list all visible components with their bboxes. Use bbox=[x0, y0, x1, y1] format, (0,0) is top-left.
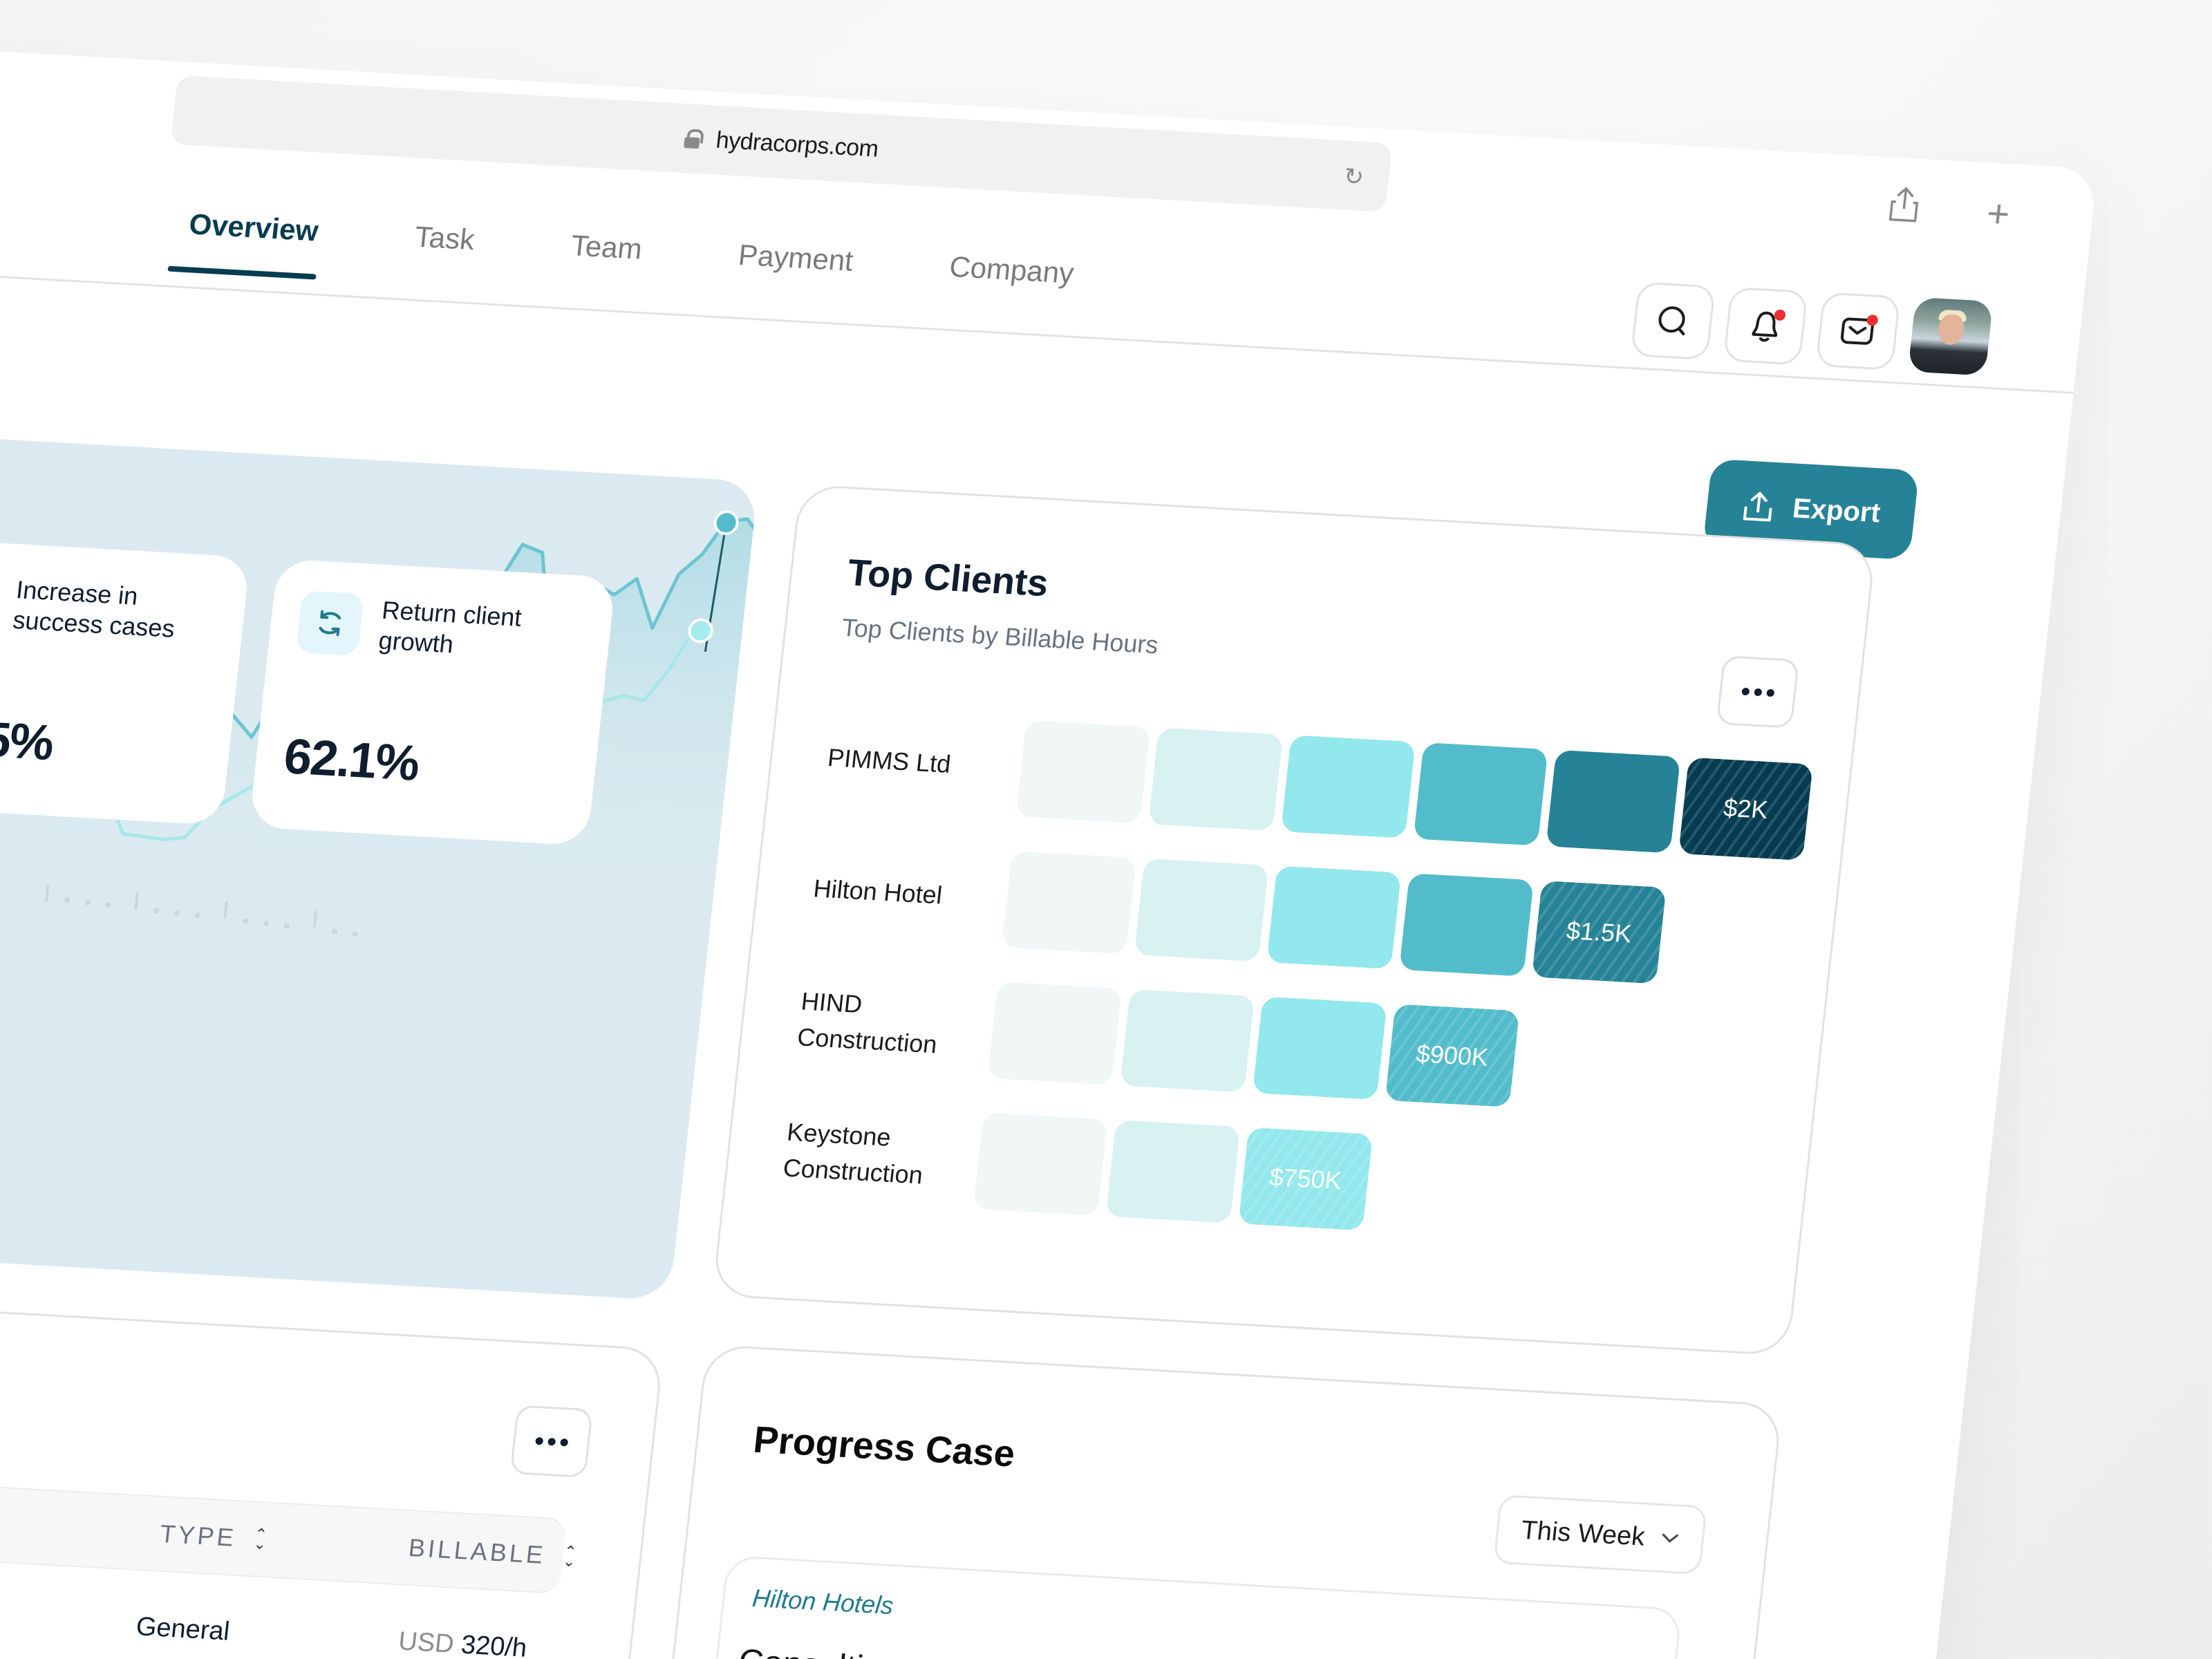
case-title: Consulting & Advice bbox=[736, 1641, 1048, 1659]
case-item[interactable]: Hilton Hotels Consulting & Advice Christ… bbox=[682, 1555, 1683, 1659]
sort-icon[interactable]: ⌃ ⌄ bbox=[252, 1525, 269, 1553]
table-header: TYPE ⌃ ⌄ BILLABLE ⌃ ⌄ bbox=[0, 1476, 578, 1595]
bell-icon bbox=[1752, 311, 1778, 342]
address-bar[interactable]: hydracorps.com ↻ bbox=[170, 75, 1393, 212]
stat-card-return-client: Return client growth 62.1% bbox=[248, 559, 617, 846]
cases-table-card: TYPE ⌃ ⌄ BILLABLE ⌃ ⌄ General USD 320/h bbox=[0, 1302, 664, 1659]
search-button[interactable] bbox=[1630, 281, 1716, 361]
tab-payment[interactable]: Payment bbox=[736, 238, 855, 277]
messages-button[interactable] bbox=[1815, 292, 1901, 371]
share-icon[interactable] bbox=[1888, 185, 1920, 233]
cell-type: General bbox=[134, 1612, 232, 1647]
tab-task[interactable]: Task bbox=[413, 220, 476, 256]
export-button[interactable]: Export bbox=[1702, 458, 1920, 560]
client-name: PIMMS Ltd bbox=[826, 743, 953, 778]
search-icon bbox=[1658, 306, 1685, 336]
stat-card-success-cases: Increase in success cases 97.5% bbox=[0, 538, 251, 826]
stat-label: Return client growth bbox=[377, 595, 523, 659]
case-client: Hilton Hotels bbox=[751, 1583, 895, 1620]
cell-billable: USD 320/h bbox=[397, 1627, 529, 1659]
user-avatar[interactable] bbox=[1907, 297, 1994, 376]
tab-company[interactable]: Company bbox=[948, 250, 1076, 290]
tab-overview[interactable]: Overview bbox=[184, 207, 320, 279]
client-row[interactable]: HIND Construction $900K bbox=[794, 971, 1528, 1108]
notification-badge bbox=[1774, 309, 1786, 321]
more-options-button[interactable] bbox=[1716, 655, 1800, 729]
lock-icon bbox=[684, 129, 701, 149]
column-header-billable[interactable]: BILLABLE ⌃ ⌄ bbox=[407, 1533, 578, 1571]
reload-icon[interactable]: ↻ bbox=[1342, 163, 1365, 191]
stat-label: Increase in success cases bbox=[11, 575, 176, 643]
main-nav: Overview Task Team Payment Company bbox=[184, 207, 1076, 321]
refresh-icon bbox=[295, 590, 365, 656]
browser-window: hydracorps.com ↻ + Overview Task Team Pa… bbox=[0, 41, 2098, 1659]
new-tab-icon[interactable]: + bbox=[1985, 191, 2012, 236]
client-value: $2K bbox=[1678, 757, 1813, 861]
more-options-button[interactable] bbox=[509, 1405, 594, 1479]
client-name: HIND Construction bbox=[796, 986, 939, 1059]
client-row[interactable]: PIMMS Ltd $2K bbox=[823, 709, 1821, 861]
progress-case-card: Progress Case This Week Hilton Hotels Co… bbox=[639, 1344, 1783, 1659]
client-value: $900K bbox=[1385, 1004, 1520, 1107]
period-select[interactable]: This Week bbox=[1492, 1494, 1708, 1575]
export-label: Export bbox=[1791, 492, 1882, 528]
url-text: hydracorps.com bbox=[714, 126, 880, 162]
client-name: Hilton Hotel bbox=[812, 874, 944, 910]
client-value: $1.5K bbox=[1531, 880, 1667, 984]
sort-icon[interactable]: ⌃ ⌄ bbox=[561, 1542, 578, 1571]
tab-team[interactable]: Team bbox=[569, 229, 644, 265]
mail-icon bbox=[1840, 317, 1874, 345]
card-title: Progress Case bbox=[751, 1418, 1018, 1475]
client-row[interactable]: Keystone Construction $750K bbox=[780, 1102, 1381, 1231]
client-name: Keystone Construction bbox=[781, 1117, 925, 1190]
card-subtitle: Top Clients by Billable Hours bbox=[840, 612, 1160, 659]
column-header-type[interactable]: TYPE ⌃ ⌄ bbox=[158, 1519, 269, 1553]
card-title: Top Clients bbox=[845, 552, 1051, 605]
client-row[interactable]: Hilton Hotel $1.5K bbox=[808, 840, 1674, 984]
upload-icon bbox=[1743, 491, 1772, 522]
client-value: $750K bbox=[1238, 1127, 1374, 1231]
chevron-down-icon bbox=[1662, 1533, 1679, 1543]
notifications-button[interactable] bbox=[1723, 286, 1808, 366]
stat-value: 97.5% bbox=[0, 708, 56, 771]
stat-value: 62.1% bbox=[281, 729, 422, 791]
top-clients-card: Top Clients Top Clients by Billable Hour… bbox=[711, 484, 1877, 1356]
